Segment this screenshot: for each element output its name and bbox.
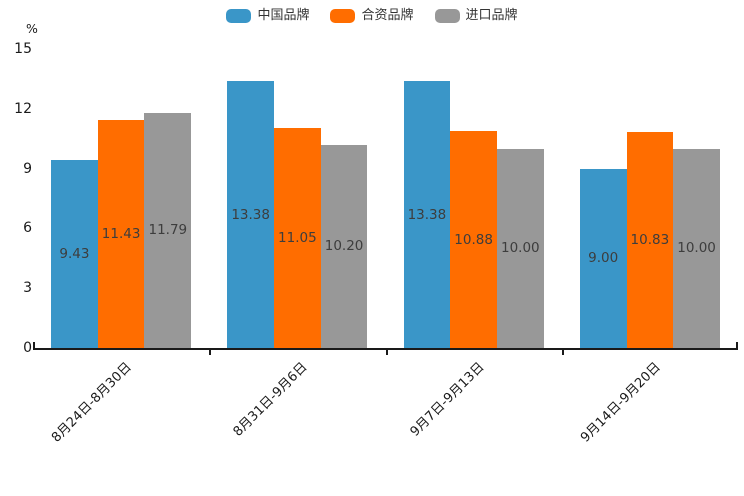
legend-item-1: 合资品牌 <box>330 8 414 23</box>
bar <box>274 127 321 348</box>
bar-value-label: 10.83 <box>630 232 670 249</box>
x-axis-tick <box>561 350 564 355</box>
legend-item-label: 进口品牌 <box>465 8 518 23</box>
axis-line <box>33 348 738 350</box>
bar <box>403 81 451 348</box>
bar-value-label: 10.00 <box>500 240 540 257</box>
y-axis-unit-label: % <box>26 21 38 36</box>
y-tick-label: 6 <box>23 220 32 237</box>
legend-item-label: 中国品牌 <box>257 8 310 23</box>
bar <box>144 112 192 348</box>
x-tick-label: 8月31日-9月6日 <box>230 359 311 440</box>
x-tick-label: 8月24日-8月30日 <box>48 359 135 446</box>
bar-value-label: 9.00 <box>588 250 619 267</box>
bar <box>496 148 544 348</box>
bar-value-label: 11.43 <box>101 226 141 243</box>
legend-swatch <box>434 9 460 23</box>
legend-item-label: 合资品牌 <box>361 8 414 23</box>
bar <box>320 144 368 348</box>
x-axis-tick <box>736 342 738 348</box>
bar <box>579 168 627 348</box>
bar-value-label: 10.88 <box>454 231 493 248</box>
bar-value-label: 11.05 <box>278 229 317 246</box>
legend-item-2: 进口品牌 <box>434 8 518 23</box>
bar <box>626 132 674 348</box>
y-tick-label: 15 <box>14 41 32 57</box>
y-tick-label: 3 <box>23 280 32 297</box>
y-tick-label: 9 <box>23 160 32 177</box>
legend: 中国品牌 合资品牌 进口品牌 <box>0 9 744 23</box>
bar-value-label: 11.79 <box>148 222 188 239</box>
bar-value-label: 9.43 <box>59 246 90 262</box>
legend-swatch <box>226 9 252 23</box>
bar-value-label: 13.38 <box>231 206 270 223</box>
legend-item-0: 中国品牌 <box>226 9 309 23</box>
bar-value-label: 10.20 <box>324 238 364 255</box>
bar-value-label: 13.38 <box>407 206 447 223</box>
bar <box>450 131 497 348</box>
x-axis-tick <box>33 342 35 348</box>
bar <box>227 81 274 348</box>
bar <box>51 160 98 348</box>
y-tick-label: 0 <box>23 340 32 356</box>
y-tick-label: 12 <box>14 100 32 117</box>
bar-value-label: 10.00 <box>677 240 716 257</box>
x-tick-label: 9月7日-9月13日 <box>407 359 488 440</box>
x-tick-label: 9月14日-9月20日 <box>577 359 664 446</box>
x-axis-tick <box>209 350 212 355</box>
legend-swatch <box>330 9 356 23</box>
bar <box>97 120 145 348</box>
bar <box>673 148 720 348</box>
x-axis-tick <box>385 350 388 355</box>
